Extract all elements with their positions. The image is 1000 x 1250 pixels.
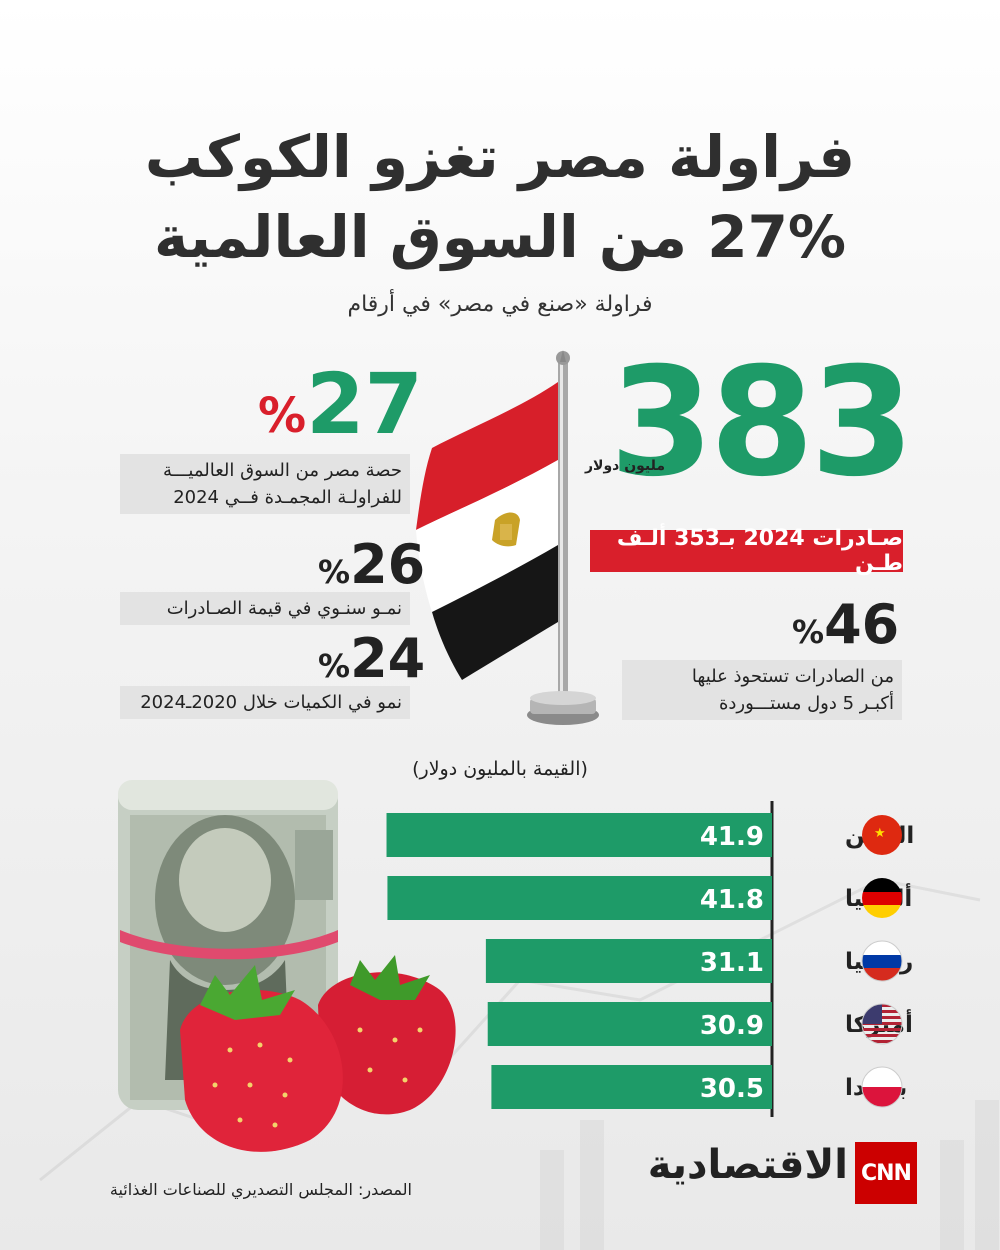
page-title-line1: فراولة مصر تغزو الكوكب	[144, 123, 856, 191]
page-title-line2: 27% من السوق العالمية	[153, 203, 847, 271]
eagle-emblem-icon	[492, 512, 520, 547]
page-subtitle: فراولة «صنع في مصر» في أرقام	[347, 292, 653, 317]
quantity-growth-stat: % 24	[318, 632, 425, 686]
bar-value-label: 30.9	[700, 1011, 764, 1041]
export-volume-banner: صـادرات 2024 بـ353 ألـف طـن	[590, 526, 903, 576]
chart-unit-label: (القيمة بالمليون دولار)	[412, 758, 588, 780]
market-share-desc-line1: حصة مصر من السوق العالميـــة	[162, 460, 402, 481]
bar-value-label: 31.1	[700, 948, 764, 978]
bar-value-label: 41.9	[700, 822, 764, 852]
percent-sign: %	[258, 388, 307, 444]
bar	[487, 1002, 772, 1046]
value-growth-value: 26	[350, 533, 426, 596]
bar	[485, 939, 772, 983]
percent-sign: %	[318, 647, 351, 685]
market-share-desc-line2: للفراولـة المجمـدة فــي 2024	[173, 487, 402, 508]
bar-value-label: 30.5	[700, 1074, 764, 1104]
top5-share-value: 46	[824, 593, 900, 656]
svg-text:★: ★	[874, 826, 886, 841]
percent-sign: %	[792, 613, 825, 651]
brand-wordmark: الاقتصادية	[647, 1142, 848, 1188]
bar	[387, 876, 772, 920]
export-value-unit: مليون دولار	[584, 458, 666, 474]
export-value-number: 383	[609, 336, 914, 510]
market-share-stat: % 27	[258, 362, 423, 446]
value-growth-stat: % 26	[318, 538, 425, 592]
poland-flag-icon	[861, 1066, 903, 1108]
egypt-flag-icon	[416, 350, 599, 725]
top5-desc-line2: أكبـر 5 دول مستـــوردة	[718, 693, 894, 714]
cnn-logo: CNN	[855, 1142, 917, 1204]
bar	[386, 813, 772, 857]
bar	[491, 1065, 772, 1109]
stock-chart-background-icon	[39, 878, 981, 1182]
value-growth-description: نمـو سنـوي في قيمة الصـادرات	[120, 592, 410, 625]
russia-flag-icon	[861, 940, 903, 982]
quantity-growth-description: نمو في الكميات خلال 2020ـ2024	[120, 686, 410, 719]
top5-desc-line1: من الصادرات تستحوذ عليها	[691, 666, 894, 687]
stock-bars-background-icon	[540, 1100, 999, 1250]
market-share-description: حصة مصر من السوق العالميـــة للفراولـة ا…	[120, 454, 410, 514]
source-note: المصدر: المجلس التصديري للصناعات الغذائي…	[109, 1180, 412, 1199]
china-flag-icon: ★	[862, 815, 902, 855]
quantity-growth-value: 24	[350, 627, 426, 690]
strawberry-icon	[180, 955, 456, 1152]
market-share-value: 27	[306, 355, 423, 453]
top5-share-stat: % 46	[792, 598, 899, 652]
top5-share-description: من الصادرات تستحوذ عليها أكبـر 5 دول مست…	[622, 660, 902, 720]
export-volume-text: صـادرات 2024 بـ353 ألـف طـن	[616, 526, 903, 576]
percent-sign: %	[318, 553, 351, 591]
bar-value-label: 41.8	[700, 885, 764, 915]
germany-flag-icon	[862, 878, 902, 918]
usa-flag-icon	[861, 1003, 903, 1045]
cnn-logo-text: CNN	[861, 1160, 912, 1186]
